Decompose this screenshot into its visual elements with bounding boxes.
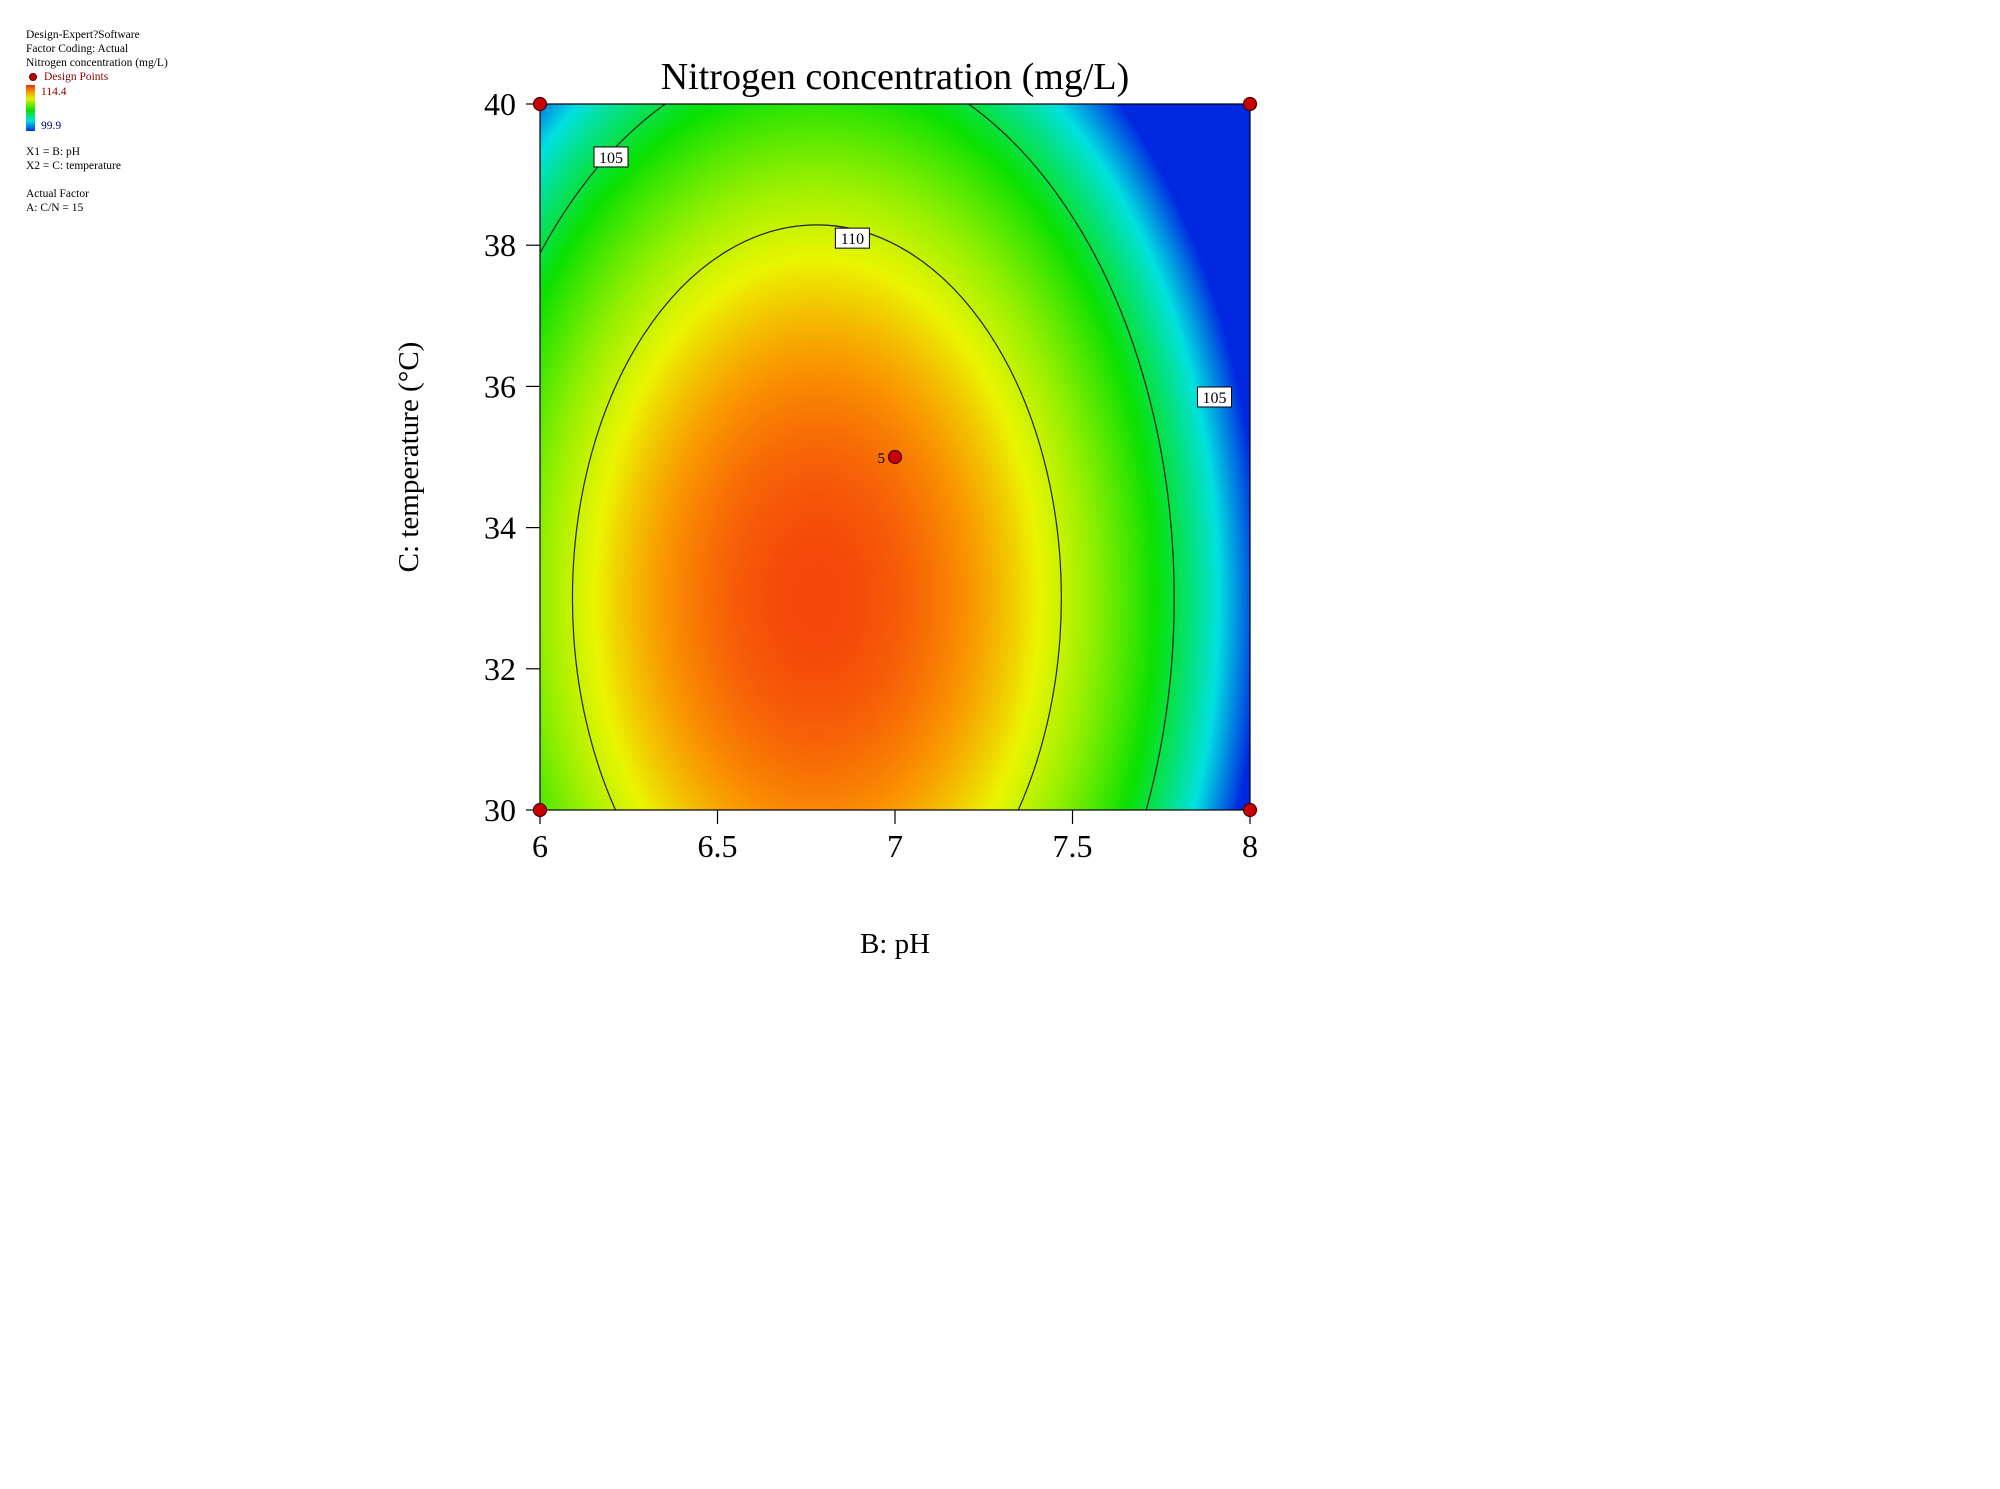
y-tick-label: 36	[484, 368, 516, 404]
design-point	[532, 802, 548, 818]
x-axis: 6 6.5 7 7.5 8	[532, 810, 1258, 864]
y-tick-label: 34	[484, 510, 516, 546]
color-scale-bar	[26, 85, 35, 131]
x-tick-label: 6.5	[698, 828, 738, 864]
contour-lines	[540, 104, 1175, 810]
x-tick-label: 6	[532, 828, 548, 864]
design-points-legend: Design Points	[26, 70, 168, 84]
chart-title: Nitrogen concentration (mg/L)	[661, 56, 1130, 98]
y-tick-label: 32	[484, 651, 516, 687]
contour-label: 105	[1197, 386, 1232, 408]
y-tick-label: 40	[484, 86, 516, 122]
y-tick-label: 38	[484, 227, 516, 263]
design-point	[532, 96, 548, 112]
color-scale-min: 99.9	[41, 120, 62, 132]
y-axis: 30 32 34 36 38 40	[484, 86, 540, 828]
actual-factor-title: Actual Factor	[26, 188, 89, 200]
x-tick-label: 7	[887, 828, 903, 864]
contour-labels: 105 110 105	[593, 146, 1232, 408]
contour-line	[571, 224, 1062, 810]
x-tick-label: 8	[1242, 828, 1258, 864]
response-label: Nitrogen concentration (mg/L)	[26, 57, 168, 69]
svg-text:105: 105	[1203, 390, 1227, 407]
contour-line	[540, 104, 1175, 810]
design-point	[1242, 96, 1258, 112]
design-points: 5	[532, 96, 1258, 818]
design-point	[887, 449, 903, 465]
y-axis-label: C: temperature (°C)	[393, 342, 425, 573]
design-point	[1242, 802, 1258, 818]
software-label: Design-Expert?Software	[26, 29, 140, 41]
contour-label: 105	[593, 146, 629, 168]
svg-text:110: 110	[841, 231, 864, 248]
design-point-icon	[29, 73, 37, 81]
actual-factor-value: A: C/N = 15	[26, 202, 84, 214]
y-tick-label: 30	[484, 792, 516, 828]
x1-label: X1 = B: pH	[26, 146, 81, 158]
x2-label: X2 = C: temperature	[26, 160, 121, 172]
factor-coding-label: Factor Coding: Actual	[26, 43, 129, 55]
color-scale: 114.4 99.9	[26, 85, 168, 132]
x-tick-label: 7.5	[1053, 828, 1093, 864]
contour-label: 110	[834, 227, 870, 249]
x-axis-label: B: pH	[860, 928, 930, 960]
design-points-label: Design Points	[44, 71, 109, 83]
legend-panel: Design-Expert?Software Factor Coding: Ac…	[26, 28, 168, 215]
color-scale-max: 114.4	[41, 86, 67, 98]
design-point-count: 5	[878, 451, 886, 467]
svg-text:105: 105	[599, 150, 623, 167]
